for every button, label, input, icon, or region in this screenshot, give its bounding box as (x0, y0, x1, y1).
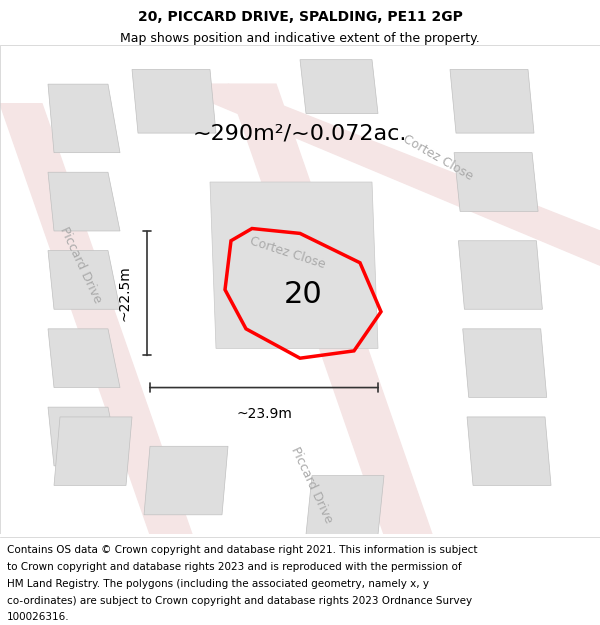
Text: 100026316.: 100026316. (7, 612, 70, 622)
Polygon shape (54, 417, 132, 486)
Polygon shape (228, 84, 432, 534)
Polygon shape (463, 329, 547, 398)
Text: ~22.5m: ~22.5m (118, 266, 132, 321)
Text: ~290m²/~0.072ac.: ~290m²/~0.072ac. (193, 123, 407, 143)
Polygon shape (454, 152, 538, 211)
Text: co-ordinates) are subject to Crown copyright and database rights 2023 Ordnance S: co-ordinates) are subject to Crown copyr… (7, 596, 472, 606)
Polygon shape (306, 476, 384, 534)
Polygon shape (144, 446, 228, 515)
Polygon shape (210, 182, 378, 348)
Text: 20, PICCARD DRIVE, SPALDING, PE11 2GP: 20, PICCARD DRIVE, SPALDING, PE11 2GP (137, 10, 463, 24)
Text: Cortez Close: Cortez Close (401, 132, 475, 183)
Polygon shape (168, 84, 600, 265)
Text: Piccard Drive: Piccard Drive (289, 445, 335, 526)
Polygon shape (48, 251, 120, 309)
Polygon shape (450, 69, 534, 133)
Text: 20: 20 (284, 280, 322, 309)
Text: Piccard Drive: Piccard Drive (58, 225, 104, 306)
Text: HM Land Registry. The polygons (including the associated geometry, namely x, y: HM Land Registry. The polygons (includin… (7, 579, 429, 589)
Text: to Crown copyright and database rights 2023 and is reproduced with the permissio: to Crown copyright and database rights 2… (7, 562, 462, 572)
Text: Contains OS data © Crown copyright and database right 2021. This information is : Contains OS data © Crown copyright and d… (7, 545, 478, 555)
Text: Map shows position and indicative extent of the property.: Map shows position and indicative extent… (120, 32, 480, 46)
Polygon shape (48, 84, 120, 152)
Polygon shape (300, 59, 378, 114)
Polygon shape (0, 104, 192, 534)
Text: Cortez Close: Cortez Close (248, 234, 328, 271)
Polygon shape (132, 69, 216, 133)
Polygon shape (48, 329, 120, 388)
Polygon shape (467, 417, 551, 486)
Text: ~23.9m: ~23.9m (236, 407, 292, 421)
Polygon shape (48, 173, 120, 231)
Polygon shape (458, 241, 542, 309)
Polygon shape (48, 407, 120, 466)
